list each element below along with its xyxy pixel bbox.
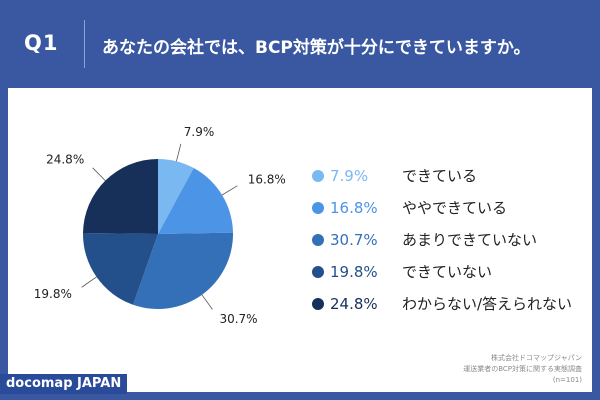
legend-value: 19.8% bbox=[330, 263, 378, 281]
legend-item-5: 24.8% わからない/答えられない bbox=[308, 292, 588, 324]
header: Q1 あなたの会社では、BCP対策が十分にできていますか。 bbox=[0, 0, 600, 88]
legend-label: あまりできていない bbox=[402, 231, 538, 249]
pie-slice-3 bbox=[133, 232, 233, 309]
legend-item-1: 7.9% できている bbox=[308, 164, 588, 196]
pie-chart: 7.9% 16.8% 30.7% 19.8% 24.8% bbox=[34, 125, 286, 326]
pie-slice-5 bbox=[83, 159, 158, 234]
legend-item-2: 16.8% ややできている bbox=[308, 196, 588, 228]
source-company: 株式会社ドコマップジャパン bbox=[491, 354, 582, 362]
legend-label: ややできている bbox=[402, 199, 508, 217]
pie-value-label-5: 24.8% bbox=[46, 152, 84, 166]
legend-item-4: 19.8% できていない bbox=[308, 260, 588, 292]
header-divider bbox=[84, 20, 85, 68]
pie-slice-2 bbox=[158, 168, 233, 234]
source-survey: 運送業者のBCP対策に関する実態調査 bbox=[463, 365, 582, 373]
brand-logo: docomap JAPAN bbox=[0, 374, 128, 394]
legend-value: 7.9% bbox=[330, 167, 369, 185]
question-number: Q1 bbox=[24, 31, 59, 55]
pie-leader-line-5 bbox=[92, 167, 106, 181]
source-sample-size: (n=101) bbox=[552, 376, 582, 384]
legend-value: 24.8% bbox=[330, 295, 378, 313]
pie-value-label-2: 16.8% bbox=[248, 172, 286, 186]
source-note: 株式会社ドコマップジャパン 運送業者のBCP対策に関する実態調査 (n=101) bbox=[463, 353, 582, 386]
legend-dot-icon bbox=[312, 202, 324, 214]
pie-leader-line-1 bbox=[176, 143, 182, 162]
pie-leader-line-3 bbox=[201, 294, 213, 310]
legend-label: わからない/答えられない bbox=[402, 295, 573, 313]
legend-label: できていない bbox=[402, 263, 493, 281]
question-title: あなたの会社では、BCP対策が十分にできていますか。 bbox=[102, 38, 531, 58]
pie-slice-1 bbox=[158, 159, 194, 234]
legend-value: 30.7% bbox=[330, 231, 378, 249]
pie-slice-4 bbox=[83, 233, 158, 305]
pie-value-label-4: 19.8% bbox=[34, 287, 72, 301]
legend: 7.9% できている 16.8% ややできている 30.7% あまりできていない 19.8%… bbox=[308, 164, 588, 324]
pie-leader-line-2 bbox=[221, 185, 238, 196]
pie-value-label-3: 30.7% bbox=[219, 312, 257, 326]
pie-leader-line-4 bbox=[81, 276, 97, 288]
chart-panel: 7.9% 16.8% 30.7% 19.8% 24.8% 7.9% できている 16.8% や… bbox=[8, 88, 592, 392]
legend-item-3: 30.7% あまりできていない bbox=[308, 228, 588, 260]
legend-dot-icon bbox=[312, 266, 324, 278]
pie-value-label-1: 7.9% bbox=[184, 125, 215, 139]
legend-label: できている bbox=[402, 167, 478, 185]
legend-value: 16.8% bbox=[330, 199, 378, 217]
legend-dot-icon bbox=[312, 170, 324, 182]
legend-dot-icon bbox=[312, 298, 324, 310]
legend-dot-icon bbox=[312, 234, 324, 246]
